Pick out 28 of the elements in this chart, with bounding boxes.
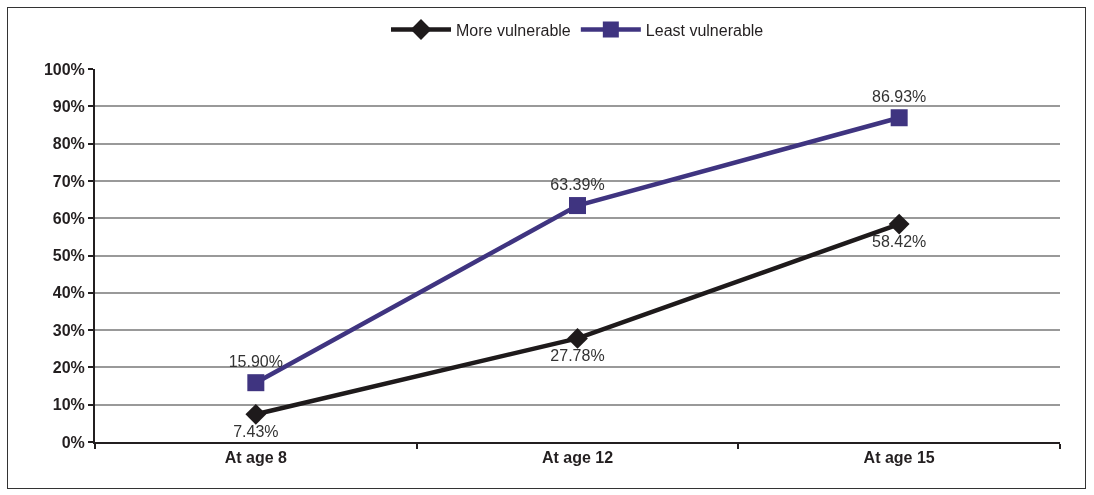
x-tick-label: At age 8 [224,449,288,467]
data-label: 7.43% [233,423,279,441]
legend-label: Least vulnerable [645,21,764,39]
y-tick-label: 80% [52,135,85,153]
point [567,327,588,349]
point [569,197,586,215]
y-tick-label: 70% [52,172,85,190]
y-tick-label: 90% [52,97,85,115]
data-label: 86.93% [872,88,927,106]
point [890,109,908,127]
data-label: 63.39% [550,175,605,193]
y-tick-label: 50% [52,247,85,265]
x-tick-label: At age 15 [863,449,935,467]
data-label: 27.78% [550,347,605,365]
point [245,403,267,425]
y-tick-label: 100% [43,60,85,78]
point [888,213,910,235]
data-label: 15.90% [228,353,283,371]
data-label: 58.42% [872,233,927,251]
legend-label: More vulnerable [456,21,571,39]
x-tick-label: At age 12 [541,449,614,467]
y-tick-label: 40% [52,284,85,302]
y-tick-label: 30% [52,321,85,339]
y-tick-label: 60% [52,209,85,227]
y-tick-label: 10% [52,396,85,414]
y-tick-label: 20% [52,359,85,376]
point [247,374,265,392]
y-tick-label: 0% [61,433,85,451]
